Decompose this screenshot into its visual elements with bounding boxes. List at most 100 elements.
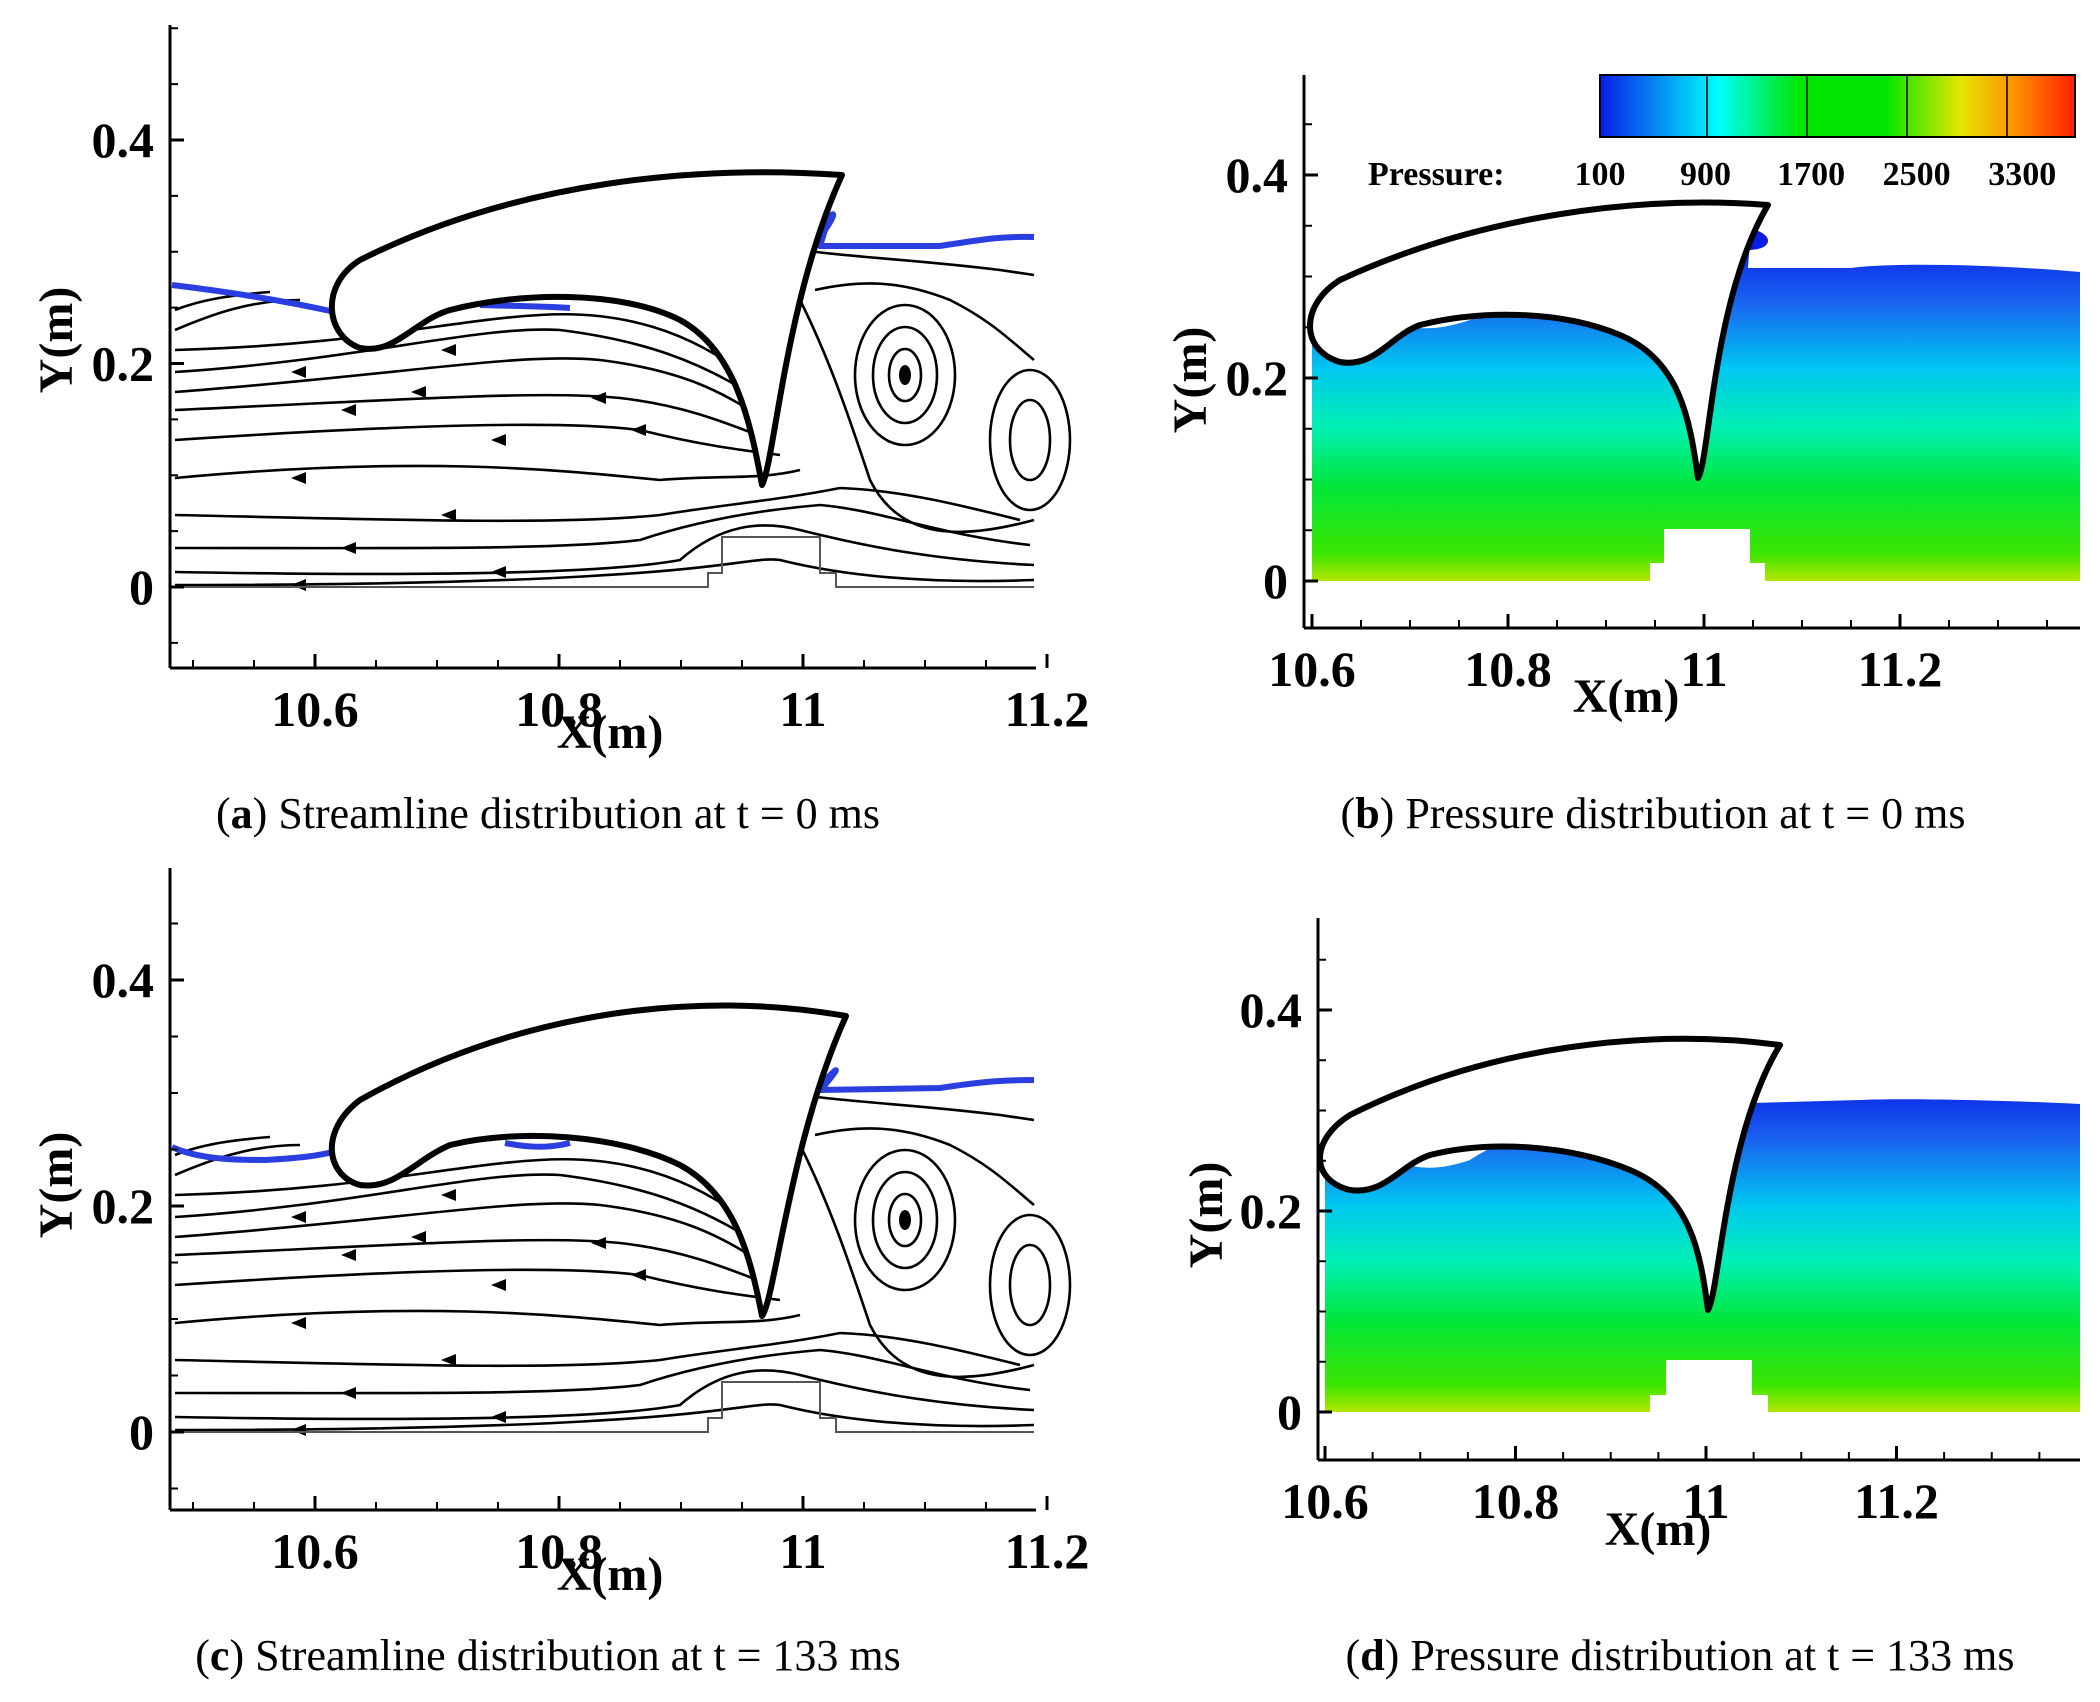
- streamline-arrow: [491, 1411, 506, 1423]
- panel-d-hydrofoil: [1317, 1035, 1783, 1313]
- panel-c-free-surface-right: [812, 1067, 1035, 1093]
- streamline-arrow: [291, 1317, 306, 1329]
- panel-b-caption-letter: b: [1355, 789, 1379, 838]
- streamline: [174, 486, 1021, 523]
- x-tick-label: 10.8: [515, 1523, 603, 1579]
- wake-streamline: [799, 248, 1035, 277]
- panel-a-caption-letter: a: [231, 789, 253, 838]
- streamline: [174, 1348, 1031, 1395]
- streamline: [174, 393, 771, 442]
- streamline-arrow: [291, 1211, 306, 1223]
- streamline-arrow: [491, 1279, 506, 1291]
- streamline-arrow: [631, 424, 646, 436]
- streamline-arrow: [441, 1354, 456, 1366]
- vortex-streamline: [853, 1148, 957, 1292]
- streamline-arrow: [291, 579, 306, 591]
- x-tick-label: 11.2: [1005, 681, 1090, 737]
- panel-a-free-surface-right: [809, 211, 1035, 249]
- y-tick-label: 0: [1277, 1384, 1302, 1440]
- vortex-streamline: [853, 303, 957, 447]
- panel-d-y-axis: 0 0.2 0.4: [1240, 918, 1332, 1460]
- streamline: [174, 1309, 801, 1327]
- streamline-arrow: [291, 366, 306, 378]
- streamline-arrow: [491, 566, 506, 578]
- streamline: [174, 1403, 1035, 1432]
- streamline: [174, 357, 766, 422]
- panel-a-caption: (a) Streamline distribution at t = 0 ms: [216, 789, 880, 838]
- wake-streamline: [798, 299, 1035, 534]
- panel-a-bed-step: [172, 536, 1034, 588]
- colorbar-tick-label: 900: [1680, 156, 1731, 193]
- panel-c-free-surface-mid: [504, 1140, 571, 1150]
- panel-a-y-axis: 0 0.2 0.4: [92, 25, 184, 668]
- streamline: [174, 328, 761, 402]
- panel-b-colorbar: Pressure: 100 900 1700 2500 3300: [1368, 74, 2076, 193]
- panel-a-free-surface-mid: [479, 302, 571, 311]
- panel-c-bed-step: [172, 1381, 1034, 1433]
- streamline-arrow: [591, 392, 606, 404]
- panel-c-x-label: X(m): [557, 1548, 664, 1601]
- streamline: [174, 1143, 301, 1177]
- streamline-arrow: [341, 1387, 356, 1399]
- streamline-arrow: [411, 1231, 426, 1243]
- x-tick-label: 10.8: [1472, 1473, 1560, 1529]
- x-tick-label: 11.2: [1005, 1523, 1090, 1579]
- streamline: [174, 1202, 766, 1267]
- panel-c-y-axis: 0 0.2 0.4: [92, 868, 184, 1510]
- vortex-streamline: [871, 325, 939, 425]
- x-tick-label: 11: [1682, 1473, 1729, 1529]
- streamline-arrow: [441, 1189, 456, 1201]
- panel-d-y-label: Y(m): [1180, 1162, 1233, 1269]
- y-tick-label: 0.2: [1226, 350, 1289, 406]
- panel-b: 10.6 10.8 11 11.2 0 0.2 0.4 Pressure: 100 900 1…: [1164, 74, 2080, 838]
- colorbar-tick-label: 3300: [1988, 156, 2056, 193]
- streamline: [174, 1268, 781, 1302]
- streamline-arrow: [341, 1249, 356, 1261]
- vortex-core: [899, 1210, 911, 1230]
- streamline: [174, 1369, 1035, 1421]
- panel-c-caption-letter: c: [210, 1631, 230, 1680]
- streamline-arrow: [291, 472, 306, 484]
- streamline: [174, 1238, 771, 1287]
- wake-streamline: [814, 1127, 1035, 1206]
- y-tick-label: 0.4: [1226, 147, 1289, 203]
- x-tick-label: 10.8: [1464, 641, 1552, 697]
- wake-streamline: [799, 1093, 1035, 1122]
- y-tick-label: 0.2: [1240, 1183, 1303, 1239]
- panel-a-hydrofoil: [328, 169, 845, 488]
- streamline: [174, 524, 1035, 576]
- vortex-streamline: [887, 347, 923, 403]
- panel-a-caption-text: Streamline distribution at t = 0 ms: [267, 789, 880, 838]
- panel-c-caption-text: Streamline distribution at t = 133 ms: [244, 1631, 901, 1680]
- panel-b-y-axis: 0 0.2 0.4: [1226, 75, 1318, 628]
- streamline-arrow: [491, 434, 506, 446]
- vortex-core: [899, 365, 911, 385]
- y-tick-label: 0.2: [92, 1178, 155, 1234]
- colorbar-title: Pressure:: [1368, 156, 1505, 193]
- y-tick-label: 0.2: [92, 336, 155, 392]
- colorbar-scale: [1599, 74, 2076, 138]
- y-tick-label: 0: [1263, 553, 1288, 609]
- streamline-arrow: [291, 1424, 306, 1436]
- streamline-arrow: [341, 404, 356, 416]
- panel-b-x-axis: 10.6 10.8 11 11.2: [1268, 614, 2080, 697]
- streamline: [174, 1173, 761, 1247]
- panel-c-hydrofoil: [328, 1002, 849, 1319]
- vortex-streamline: [988, 1213, 1072, 1357]
- panel-c-free-surface-left: [170, 1144, 341, 1163]
- streamline: [174, 313, 753, 382]
- streamline: [174, 1158, 753, 1227]
- colorbar-tick-label: 2500: [1883, 156, 1951, 193]
- panel-a-y-label: Y(m): [30, 287, 83, 394]
- y-tick-label: 0.4: [92, 952, 155, 1008]
- x-tick-label: 10.6: [1268, 641, 1356, 697]
- streamline: [174, 1331, 1021, 1368]
- x-tick-label: 11.2: [1854, 1473, 1939, 1529]
- vortex-streamline: [1008, 1243, 1052, 1327]
- streamline: [174, 558, 1035, 587]
- y-tick-label: 0: [129, 559, 154, 615]
- x-tick-label: 10.6: [271, 681, 359, 737]
- panel-b-x-label: X(m): [1573, 670, 1680, 723]
- panel-d-caption-text: Pressure distribution at t = 133 ms: [1399, 1631, 2014, 1680]
